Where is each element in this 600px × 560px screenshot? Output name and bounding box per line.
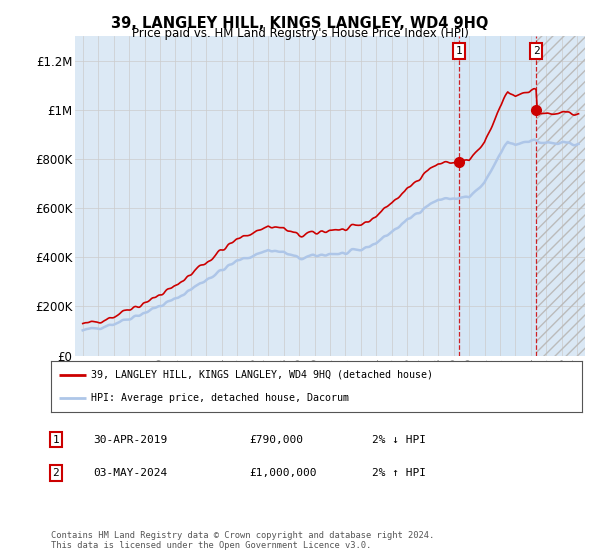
Text: 39, LANGLEY HILL, KINGS LANGLEY, WD4 9HQ (detached house): 39, LANGLEY HILL, KINGS LANGLEY, WD4 9HQ… bbox=[91, 370, 433, 380]
Text: 1: 1 bbox=[52, 435, 59, 445]
Text: 03-MAY-2024: 03-MAY-2024 bbox=[93, 468, 167, 478]
Text: 1: 1 bbox=[455, 46, 462, 56]
Bar bbox=[454, 36, 536, 356]
Text: 2% ↓ HPI: 2% ↓ HPI bbox=[372, 435, 426, 445]
Text: Price paid vs. HM Land Registry's House Price Index (HPI): Price paid vs. HM Land Registry's House … bbox=[131, 27, 469, 40]
Text: £790,000: £790,000 bbox=[249, 435, 303, 445]
Text: Contains HM Land Registry data © Crown copyright and database right 2024.
This d: Contains HM Land Registry data © Crown c… bbox=[51, 530, 434, 550]
Text: 2: 2 bbox=[52, 468, 59, 478]
Text: £1,000,000: £1,000,000 bbox=[249, 468, 317, 478]
Bar bbox=[536, 36, 585, 356]
Text: 2: 2 bbox=[533, 46, 539, 56]
Text: 39, LANGLEY HILL, KINGS LANGLEY, WD4 9HQ: 39, LANGLEY HILL, KINGS LANGLEY, WD4 9HQ bbox=[112, 16, 488, 31]
Text: 30-APR-2019: 30-APR-2019 bbox=[93, 435, 167, 445]
Bar bbox=[536, 36, 585, 356]
Text: HPI: Average price, detached house, Dacorum: HPI: Average price, detached house, Daco… bbox=[91, 393, 349, 403]
Text: 2% ↑ HPI: 2% ↑ HPI bbox=[372, 468, 426, 478]
